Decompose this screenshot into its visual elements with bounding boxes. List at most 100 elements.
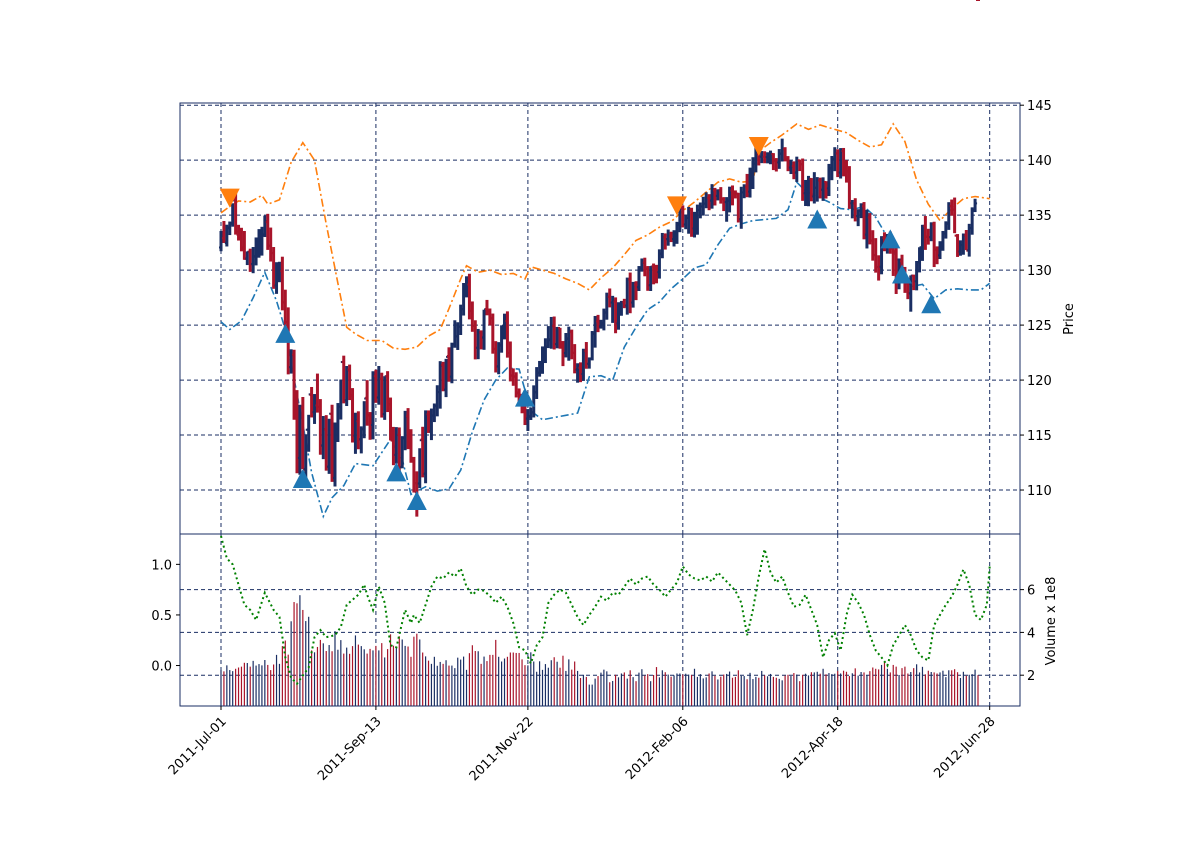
ohlc-bar [645,266,650,291]
ohlc-bar [487,308,492,326]
ohlc-bar [824,180,829,199]
volume-left-tick-label: 0.5 [151,609,172,624]
ohlc-bar [417,439,422,489]
ohlc-bar [438,361,443,409]
ohlc-bar [300,397,305,471]
x-tick-label: 2012-Apr-18 [779,714,846,781]
ohlc-bar [598,319,603,329]
ohlc-bar [324,415,329,471]
ohlc-bar [484,299,489,316]
buy-signal-marker [892,264,913,284]
ohlc-bar [426,410,431,433]
ohlc-bar [376,365,381,405]
ohlc-bar [964,229,969,252]
lower-band-line [220,180,991,519]
volume-panel: 0.0 0.5 1.0 2 4 6 Volume x 1e8 [151,533,1059,707]
volume-dotted-line [220,535,991,686]
price-panel: 110 115 120 125 130 135 140 145 Price [179,0,1077,535]
ohlc-bar [254,237,259,266]
ohlc-bar [256,229,261,258]
ohlc-bar [864,209,869,249]
buy-signal-marker [921,294,942,314]
ohlc-bar [467,273,472,320]
ohlc-bar [461,282,466,316]
ohlc-bar [710,184,715,209]
ohlc-bar [809,177,814,202]
volume-right-y-ticks: 2 4 6 [1020,584,1035,684]
ohlc-bar [578,362,583,383]
ohlc-bar [394,427,399,464]
ohlc-bar [894,247,899,294]
ohlc-bar [777,149,782,169]
ohlc-bar [651,263,656,285]
ohlc-bar [876,255,881,281]
ohlc-bar [648,265,653,292]
ohlc-bar [493,341,498,373]
price-y-tick-label: 135 [1027,209,1052,224]
ohlc-bar [411,456,416,493]
ohlc-bar [525,409,530,431]
ohlc-bar [242,230,247,260]
ohlc-bar [818,177,823,199]
ohlc-bar [973,198,978,213]
ohlc-bar [853,198,858,222]
ohlc-bar [470,301,475,332]
ohlc-bar [464,276,469,298]
upper-band-line [220,122,990,351]
ohlc-bar [932,221,937,268]
ohlc-bar [359,426,364,454]
ohlc-bar [911,274,916,291]
ohlc-bar [949,199,954,216]
ohlc-bar [558,326,563,349]
x-tick-label: 2011-Jul-01 [166,714,230,778]
ohlc-bar [362,397,367,439]
ohlc-bar [701,196,706,216]
ohlc-bar [721,197,726,212]
ohlc-bar [584,342,589,369]
ohlc-bar [531,385,536,418]
ohlc-bar [923,216,928,250]
ohlc-bar [689,207,694,237]
ohlc-bar [441,361,446,392]
ohlc-bar [297,404,302,475]
x-axis-ticks: 2011-Jul-01 2011-Sep-13 2011-Nov-22 2012-Fe… [166,706,999,784]
ohlc-bar [622,298,627,309]
ohlc-bar [251,247,256,274]
ohlc-bar [628,272,633,314]
ohlc-bar [423,410,428,484]
volume-right-tick-label: 2 [1027,669,1035,684]
volume-dotted-series [220,535,991,686]
price-y-tick-label: 125 [1027,319,1052,334]
price-y-tick-label: 115 [1027,429,1052,444]
ohlc-bar [350,388,355,443]
ohlc-bar [803,179,808,207]
ohlc-bar [590,331,595,361]
ohlc-bar [841,147,846,177]
volume-axes-frame [179,533,1021,707]
price-y-tick-label: 145 [1027,99,1052,114]
price-y-tick-label: 130 [1027,264,1052,279]
ohlc-bar [330,404,335,482]
ohlc-bar [528,407,533,420]
x-tick-label: 2011-Sep-13 [315,714,385,784]
ohlc-bar [318,399,323,455]
volume-left-y-ticks: 0.0 0.5 1.0 [151,558,180,675]
ohlc-bar [654,264,659,284]
ohlc-bar [791,161,796,180]
ohlc-bar [502,313,507,340]
ohlc-bar [914,260,919,291]
ohlc-bar [718,187,723,204]
ohlc-bar [666,229,671,246]
ohlc-bar [610,295,615,323]
volume-y-label: Volume x 1e8 [1044,577,1059,666]
ohlc-bar [382,375,387,420]
ohlc-bar [391,426,396,466]
ohlc-bar [473,320,478,360]
ohlc-bar [332,422,337,487]
price-y-tick-label: 120 [1027,374,1052,389]
ohlc-bar [838,148,843,179]
ohlc-bar [806,175,811,207]
buy-signal-marker [807,209,828,229]
ohlc-bar [435,385,440,417]
